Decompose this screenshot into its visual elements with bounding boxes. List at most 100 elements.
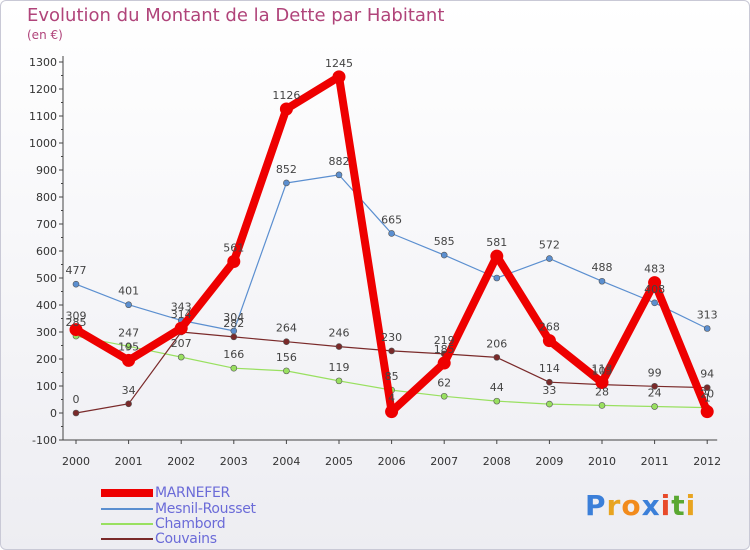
data-point-mesnil-rousset (283, 179, 290, 187)
logo-letter: x (641, 489, 661, 522)
x-tick-label: 2007 (430, 455, 458, 468)
data-point-chambord (125, 343, 132, 350)
data-point-marnefer (227, 255, 241, 269)
y-tick-label: 500 (36, 272, 57, 285)
data-point-couvains (72, 409, 80, 417)
logo-letter: r (606, 489, 622, 522)
data-label-mesnil-rousset: 343 (171, 300, 192, 313)
data-label-couvains: 34 (122, 384, 136, 397)
legend-swatch-mesnil-rousset (101, 508, 153, 510)
data-point-couvains (651, 382, 658, 390)
y-tick-label: 100 (36, 380, 57, 393)
data-point-marnefer (122, 353, 136, 367)
data-label-chambord: 166 (223, 348, 244, 361)
y-tick-label: 400 (36, 299, 57, 312)
legend-label-mesnil-rousset: Mesnil-Rousset (155, 501, 256, 517)
data-label-marnefer: 1126 (272, 89, 300, 102)
data-label-mesnil-rousset: 852 (276, 163, 297, 176)
data-point-chambord (335, 377, 343, 385)
data-label-chambord: 207 (171, 337, 192, 350)
data-label-layer: 309 195 314 561 1126 1245 4 185 581 268 113 483 1 477… (66, 57, 718, 406)
legend-item-couvains: Couvains (101, 531, 361, 547)
data-label-marnefer: 314 (171, 308, 192, 321)
legend-label-marnefer: MARNEFER (155, 485, 230, 501)
data-point-mesnil-rousset (703, 325, 711, 332)
data-label-couvains: 114 (539, 362, 560, 375)
data-label-couvains: 94 (700, 368, 714, 381)
data-label-mesnil-rousset: 304 (223, 311, 244, 324)
data-point-mesnil-rousset (598, 277, 606, 285)
data-label-couvains: 246 (329, 327, 350, 340)
data-label-mesnil-rousset: 408 (644, 283, 665, 296)
y-tick-label: 1000 (29, 137, 57, 150)
data-label-chambord: 85 (385, 370, 399, 383)
data-point-chambord (493, 397, 501, 405)
logo-letter: o (621, 489, 642, 522)
data-label-couvains: 282 (223, 317, 244, 330)
y-tick-label: 700 (36, 218, 57, 231)
legend-swatch-marnefer (101, 489, 153, 497)
data-point-mesnil-rousset (335, 171, 343, 179)
data-label-marnefer: 185 (434, 343, 455, 356)
data-label-couvains: 0 (73, 393, 80, 406)
x-tick-label: 2012 (693, 455, 721, 468)
data-point-mesnil-rousset (125, 301, 132, 309)
y-tick-label: 300 (36, 326, 57, 339)
data-point-marnefer (490, 249, 504, 263)
y-tick-label: -100 (32, 434, 57, 447)
series-line-marnefer (72, 72, 712, 416)
data-point-couvains (283, 338, 290, 346)
data-label-mesnil-rousset: 882 (329, 155, 350, 168)
data-point-mesnil-rousset (493, 274, 501, 282)
data-point-marnefer (437, 356, 451, 370)
x-tick-label: 2006 (378, 455, 406, 468)
x-tick-label: 2010 (588, 455, 616, 468)
data-point-marnefer (595, 375, 609, 389)
data-point-couvains (388, 347, 395, 355)
data-label-marnefer: 1 (704, 392, 711, 405)
data-point-marnefer (385, 405, 399, 419)
data-label-marnefer: 268 (539, 321, 560, 334)
x-tick-label: 2003 (220, 455, 248, 468)
data-label-chambord: 24 (648, 387, 662, 400)
y-tick-label: 1300 (29, 56, 57, 69)
chart-unit: (en €) (27, 28, 63, 42)
data-label-marnefer: 309 (66, 310, 87, 323)
logo-letter: i (660, 489, 672, 522)
data-point-mesnil-rousset (651, 299, 658, 307)
data-label-chambord: 33 (542, 384, 556, 397)
legend-swatch-couvains (101, 538, 153, 540)
data-label-mesnil-rousset: 401 (118, 285, 139, 298)
data-point-marnefer (332, 70, 346, 84)
x-tick-label: 2000 (62, 455, 90, 468)
legend-label-couvains: Couvains (155, 531, 217, 547)
y-tick-label: 0 (50, 407, 57, 420)
data-label-marnefer: 581 (486, 236, 507, 249)
data-point-chambord (283, 367, 290, 375)
x-tick-label: 2004 (272, 455, 300, 468)
data-label-couvains: 230 (381, 331, 402, 344)
data-point-couvains (546, 378, 553, 386)
legend-swatch-chambord (101, 523, 153, 525)
x-tick-label: 2008 (483, 455, 511, 468)
data-label-mesnil-rousset: 488 (592, 261, 613, 274)
legend-item-marnefer: MARNEFER (101, 485, 361, 501)
proxiti-logo: Proxiti (585, 489, 696, 522)
data-point-mesnil-rousset (440, 251, 448, 259)
data-label-marnefer: 483 (644, 263, 665, 276)
logo-letter: t (671, 489, 686, 522)
chart-title: Evolution du Montant de la Dette par Hab… (27, 5, 445, 26)
logo-letter: i (685, 489, 697, 522)
data-point-mesnil-rousset (72, 280, 80, 288)
data-label-chambord: 28 (595, 385, 609, 398)
x-tick-label: 2002 (167, 455, 195, 468)
data-point-marnefer (69, 323, 83, 337)
y-tick-label: 1200 (29, 83, 57, 96)
y-tick-label: 200 (36, 353, 57, 366)
data-point-marnefer (542, 334, 556, 348)
data-point-chambord (230, 364, 238, 372)
x-tick-label: 2009 (535, 455, 563, 468)
chart-axes: -100010020030040050060070080090010001100… (29, 56, 721, 468)
